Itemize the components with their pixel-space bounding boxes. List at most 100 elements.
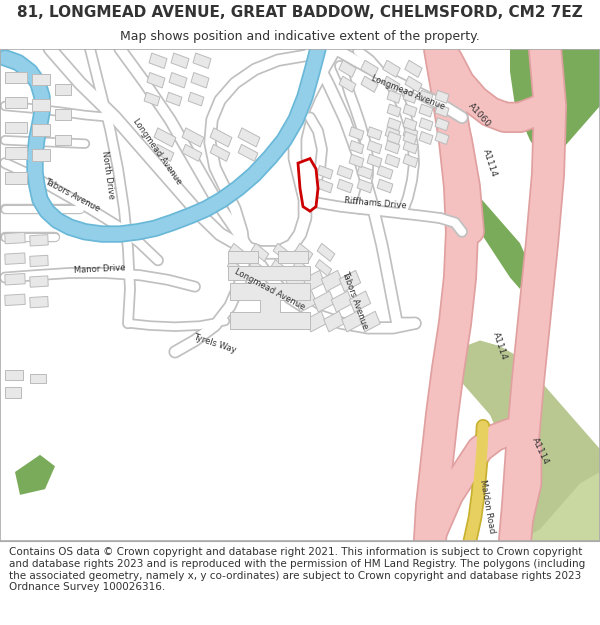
Polygon shape: [228, 251, 258, 262]
Polygon shape: [229, 243, 247, 261]
Polygon shape: [238, 144, 258, 161]
Polygon shape: [383, 60, 400, 78]
Text: Map shows position and indicative extent of the property.: Map shows position and indicative extent…: [120, 30, 480, 43]
Polygon shape: [317, 243, 335, 261]
Polygon shape: [144, 92, 160, 106]
Polygon shape: [230, 283, 310, 329]
Polygon shape: [460, 186, 530, 289]
Polygon shape: [30, 296, 48, 308]
Polygon shape: [324, 311, 344, 332]
Text: Tabors Avenue: Tabors Avenue: [43, 177, 101, 214]
Text: Riffhams Drive: Riffhams Drive: [343, 196, 407, 211]
Polygon shape: [360, 311, 380, 332]
Polygon shape: [419, 104, 433, 117]
Polygon shape: [227, 259, 244, 276]
Polygon shape: [403, 154, 418, 168]
Polygon shape: [228, 266, 310, 280]
Text: North Drive: North Drive: [100, 150, 116, 199]
Polygon shape: [403, 118, 417, 131]
Polygon shape: [357, 179, 373, 193]
Polygon shape: [154, 128, 176, 147]
Text: Longmead Avenue: Longmead Avenue: [370, 73, 446, 111]
Polygon shape: [435, 118, 449, 131]
Polygon shape: [210, 144, 230, 161]
Polygon shape: [5, 294, 25, 306]
Polygon shape: [419, 118, 433, 131]
Polygon shape: [171, 53, 189, 69]
Text: A1060: A1060: [467, 101, 493, 129]
Polygon shape: [317, 166, 333, 179]
Polygon shape: [349, 127, 364, 140]
Polygon shape: [154, 144, 174, 161]
Polygon shape: [405, 60, 422, 78]
Polygon shape: [377, 179, 393, 193]
Polygon shape: [166, 92, 182, 106]
Polygon shape: [387, 118, 401, 131]
Polygon shape: [349, 141, 364, 154]
Text: Tabors Avenue: Tabors Avenue: [340, 270, 370, 331]
Polygon shape: [55, 134, 71, 145]
Polygon shape: [435, 91, 449, 103]
Polygon shape: [182, 144, 202, 161]
Polygon shape: [273, 243, 291, 261]
Polygon shape: [55, 84, 71, 94]
Polygon shape: [510, 49, 600, 163]
Polygon shape: [313, 291, 335, 312]
Polygon shape: [450, 341, 600, 541]
Polygon shape: [367, 127, 382, 140]
Polygon shape: [520, 472, 600, 541]
Polygon shape: [293, 259, 310, 276]
Polygon shape: [361, 76, 378, 92]
Polygon shape: [387, 104, 401, 117]
Polygon shape: [419, 91, 433, 103]
Text: 81, LONGMEAD AVENUE, GREAT BADDOW, CHELMSFORD, CM2 7EZ: 81, LONGMEAD AVENUE, GREAT BADDOW, CHELM…: [17, 4, 583, 19]
Text: Contains OS data © Crown copyright and database right 2021. This information is : Contains OS data © Crown copyright and d…: [9, 548, 585, 592]
Polygon shape: [5, 147, 27, 159]
Polygon shape: [339, 76, 356, 92]
Polygon shape: [5, 72, 27, 83]
Polygon shape: [271, 259, 287, 276]
Polygon shape: [367, 141, 382, 154]
Polygon shape: [30, 255, 48, 267]
Polygon shape: [387, 91, 401, 103]
Polygon shape: [337, 166, 353, 179]
Polygon shape: [15, 455, 55, 495]
Polygon shape: [317, 179, 333, 193]
Polygon shape: [5, 253, 25, 264]
Polygon shape: [403, 131, 417, 144]
Polygon shape: [5, 232, 25, 244]
Polygon shape: [322, 271, 343, 291]
Polygon shape: [5, 388, 21, 398]
Text: Longmead Avenue: Longmead Avenue: [131, 117, 183, 186]
Polygon shape: [210, 128, 232, 147]
Polygon shape: [188, 92, 204, 106]
Polygon shape: [340, 271, 361, 291]
Polygon shape: [387, 131, 401, 144]
Polygon shape: [349, 154, 364, 168]
Text: Tyrels Way: Tyrels Way: [193, 332, 238, 355]
Polygon shape: [403, 91, 417, 103]
Polygon shape: [295, 243, 313, 261]
Polygon shape: [342, 311, 362, 332]
Polygon shape: [5, 370, 23, 381]
Polygon shape: [149, 53, 167, 69]
Polygon shape: [367, 154, 382, 168]
Polygon shape: [385, 127, 400, 140]
Polygon shape: [30, 276, 48, 288]
Polygon shape: [339, 60, 356, 78]
Polygon shape: [32, 74, 50, 86]
Polygon shape: [193, 53, 211, 69]
Polygon shape: [298, 159, 318, 211]
Text: A1114: A1114: [491, 331, 509, 361]
Polygon shape: [403, 127, 418, 140]
Polygon shape: [251, 243, 269, 261]
Text: Maldon Road: Maldon Road: [478, 479, 496, 534]
Polygon shape: [32, 124, 50, 136]
Polygon shape: [55, 109, 71, 119]
Polygon shape: [383, 76, 400, 92]
Polygon shape: [349, 291, 371, 312]
Polygon shape: [385, 141, 400, 154]
Text: A1114: A1114: [481, 148, 499, 178]
Polygon shape: [32, 99, 50, 111]
Polygon shape: [182, 128, 204, 147]
